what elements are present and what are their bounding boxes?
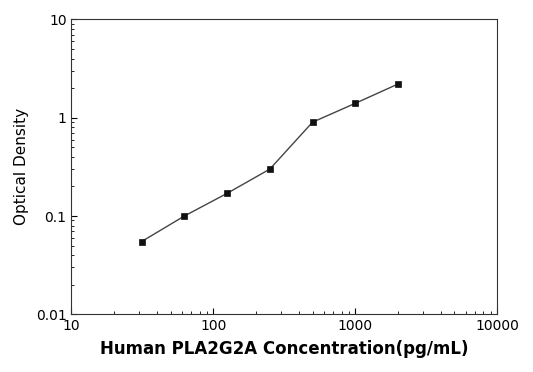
Y-axis label: Optical Density: Optical Density xyxy=(14,108,29,225)
X-axis label: Human PLA2G2A Concentration(pg/mL): Human PLA2G2A Concentration(pg/mL) xyxy=(100,340,469,358)
